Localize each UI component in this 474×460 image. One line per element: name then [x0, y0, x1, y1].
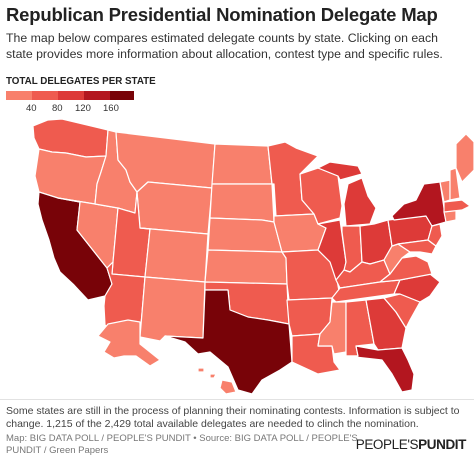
legend-swatch-2	[32, 91, 58, 100]
peoples-pundit-logo: PEOPLE'SPUNDIT	[355, 437, 467, 452]
state-hi-1[interactable]	[197, 367, 205, 373]
state-sd[interactable]	[209, 183, 275, 223]
state-me[interactable]	[455, 133, 474, 183]
state-ma[interactable]	[443, 199, 471, 213]
legend-swatch-5	[110, 91, 134, 100]
legend-swatch-3	[58, 91, 84, 100]
state-tx[interactable]	[164, 289, 293, 395]
state-ak[interactable]	[97, 319, 161, 367]
state-hi-2[interactable]	[209, 373, 217, 379]
state-mt[interactable]	[115, 131, 216, 193]
legend-title: TOTAL DELEGATES PER STATE	[6, 76, 156, 87]
legend-tick-160: 160	[103, 103, 119, 114]
source-credit: Map: BIG DATA POLL / PEOPLE'S PUNDIT • S…	[6, 433, 358, 456]
state-mi[interactable]	[343, 177, 377, 227]
map-subtitle: The map below compares estimated delegat…	[6, 31, 443, 61]
footnote: Some states are still in the process of …	[6, 405, 460, 430]
state-az[interactable]	[103, 261, 146, 341]
legend-swatch-1	[6, 91, 32, 100]
state-nh[interactable]	[449, 167, 461, 201]
legend-ticks: 40 80 120 160	[6, 103, 166, 115]
state-co[interactable]	[139, 227, 209, 283]
legend: TOTAL DELEGATES PER STATE 40 80 120 160	[6, 76, 166, 114]
state-fl[interactable]	[345, 345, 415, 393]
state-wy[interactable]	[136, 181, 213, 235]
map-title: Republican Presidential Nomination Deleg…	[6, 4, 438, 25]
state-ne[interactable]	[207, 217, 283, 253]
legend-color-scale	[6, 91, 134, 100]
legend-tick-40: 40	[26, 103, 37, 114]
state-nj[interactable]	[427, 223, 443, 247]
state-ks[interactable]	[204, 249, 288, 285]
legend-tick-80: 80	[52, 103, 63, 114]
footer-divider	[0, 399, 474, 400]
state-hi-3[interactable]	[219, 379, 237, 395]
state-mi-up[interactable]	[317, 161, 363, 181]
legend-swatch-4	[84, 91, 110, 100]
state-nd[interactable]	[211, 143, 273, 185]
legend-tick-120: 120	[75, 103, 91, 114]
us-delegate-map	[32, 118, 474, 395]
state-nm[interactable]	[139, 276, 206, 342]
